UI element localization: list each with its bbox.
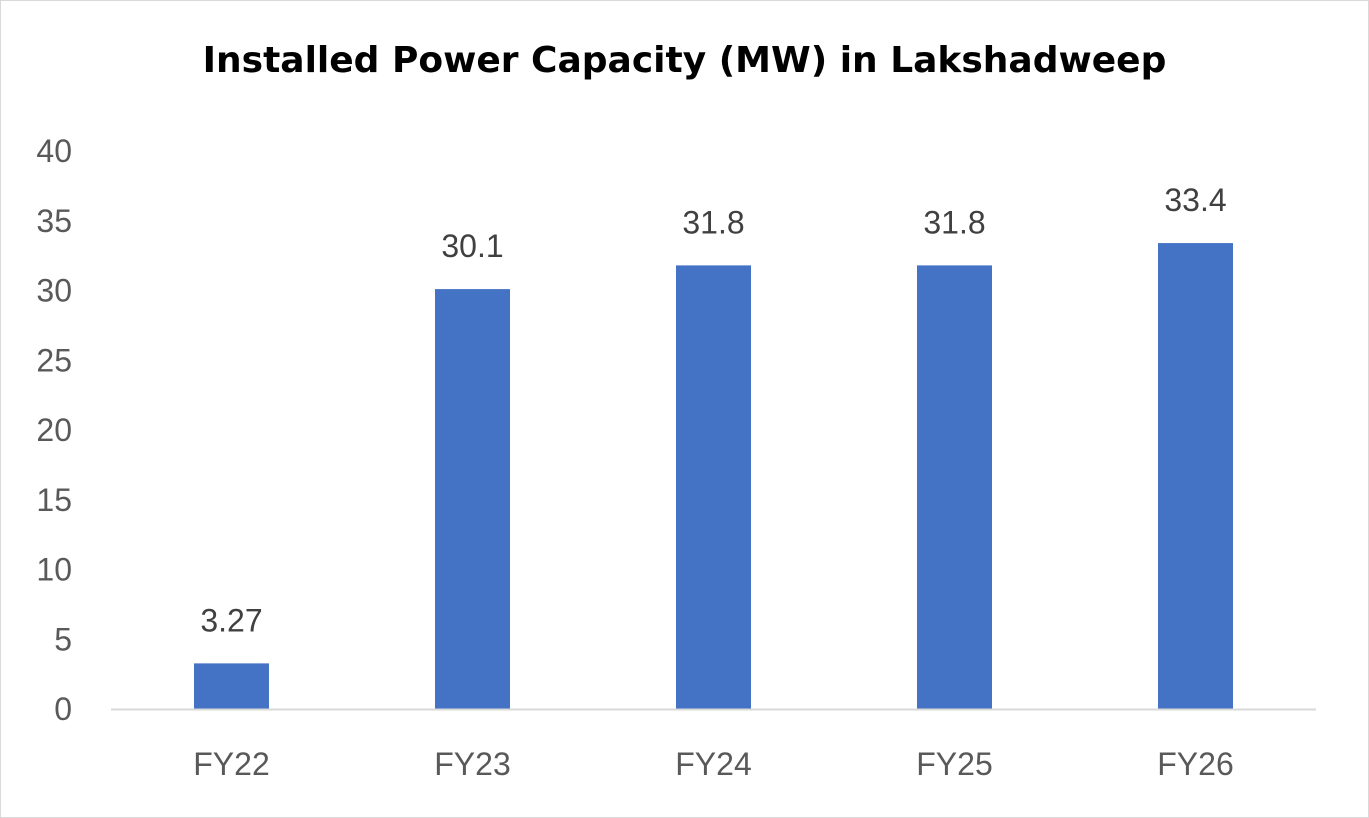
bars <box>194 243 1233 709</box>
data-label-fy24: 31.8 <box>682 204 744 240</box>
data-labels: 3.27 30.1 31.8 31.8 33.4 <box>200 182 1226 638</box>
x-tick-label: FY22 <box>193 746 269 782</box>
x-axis-labels: FY22 FY23 FY24 FY25 FY26 <box>193 746 1233 782</box>
chart-title: Installed Power Capacity (MW) in Lakshad… <box>202 40 1167 81</box>
x-tick-label: FY26 <box>1157 746 1233 782</box>
y-tick-label: 35 <box>36 203 72 239</box>
data-label-fy22: 3.27 <box>200 602 262 638</box>
bar-fy22 <box>194 663 269 709</box>
bar-fy26 <box>1158 243 1233 709</box>
x-tick-label: FY25 <box>916 746 992 782</box>
y-tick-label: 10 <box>36 552 72 588</box>
y-axis-ticks: 0 5 10 15 20 25 30 35 40 <box>36 133 72 727</box>
bar-fy24 <box>676 265 751 709</box>
y-tick-label: 40 <box>36 133 72 169</box>
y-tick-label: 15 <box>36 482 72 518</box>
data-label-fy26: 33.4 <box>1164 182 1226 218</box>
x-tick-label: FY23 <box>434 746 510 782</box>
y-tick-label: 0 <box>54 691 72 727</box>
y-tick-label: 5 <box>54 621 72 657</box>
data-label-fy23: 30.1 <box>441 228 503 264</box>
x-tick-label: FY24 <box>675 746 751 782</box>
bar-fy25 <box>917 265 992 709</box>
data-label-fy25: 31.8 <box>923 204 985 240</box>
y-tick-label: 25 <box>36 342 72 378</box>
y-tick-label: 30 <box>36 273 72 309</box>
bar-fy23 <box>435 289 510 709</box>
y-tick-label: 20 <box>36 412 72 448</box>
